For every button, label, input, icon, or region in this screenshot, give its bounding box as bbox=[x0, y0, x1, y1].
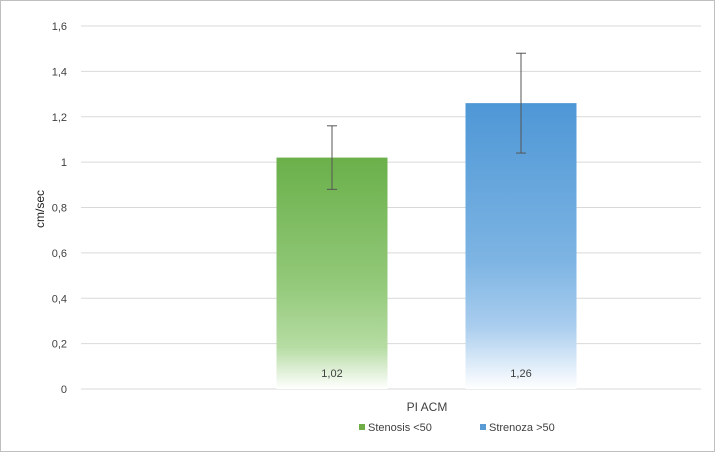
y-axis-label: cm/sec bbox=[33, 190, 47, 228]
y-tick-label: 1,2 bbox=[52, 112, 67, 124]
legend-label: Stenosis <50 bbox=[368, 422, 432, 434]
legend-swatch bbox=[480, 424, 486, 430]
data-label: 1,02 bbox=[321, 368, 342, 380]
y-tick-label: 0,2 bbox=[52, 339, 67, 351]
x-axis-label: PI ACM bbox=[407, 400, 448, 414]
legend-label: Strenoza >50 bbox=[489, 422, 555, 434]
y-tick-label: 0,8 bbox=[52, 203, 67, 215]
y-tick-label: 1,6 bbox=[52, 21, 67, 33]
y-tick-label: 0,4 bbox=[52, 293, 67, 305]
y-tick-label: 1,4 bbox=[52, 66, 67, 78]
y-axis-tick-labels: 0 0,2 0,4 0,6 0,8 1 1,2 1,4 1,6 bbox=[52, 21, 67, 396]
y-tick-label: 0 bbox=[61, 384, 67, 396]
data-label: 1,26 bbox=[510, 368, 531, 380]
legend-swatch bbox=[359, 424, 365, 430]
data-labels: 1,02 1,26 bbox=[321, 368, 531, 380]
error-bars bbox=[327, 52, 526, 190]
y-tick-label: 1 bbox=[61, 157, 67, 169]
bar-1 bbox=[276, 157, 388, 389]
legend: Stenosis <50 Strenoza >50 bbox=[359, 422, 555, 434]
bars bbox=[276, 103, 577, 389]
gridlines bbox=[81, 25, 701, 390]
y-tick-label: 0,6 bbox=[52, 248, 67, 260]
